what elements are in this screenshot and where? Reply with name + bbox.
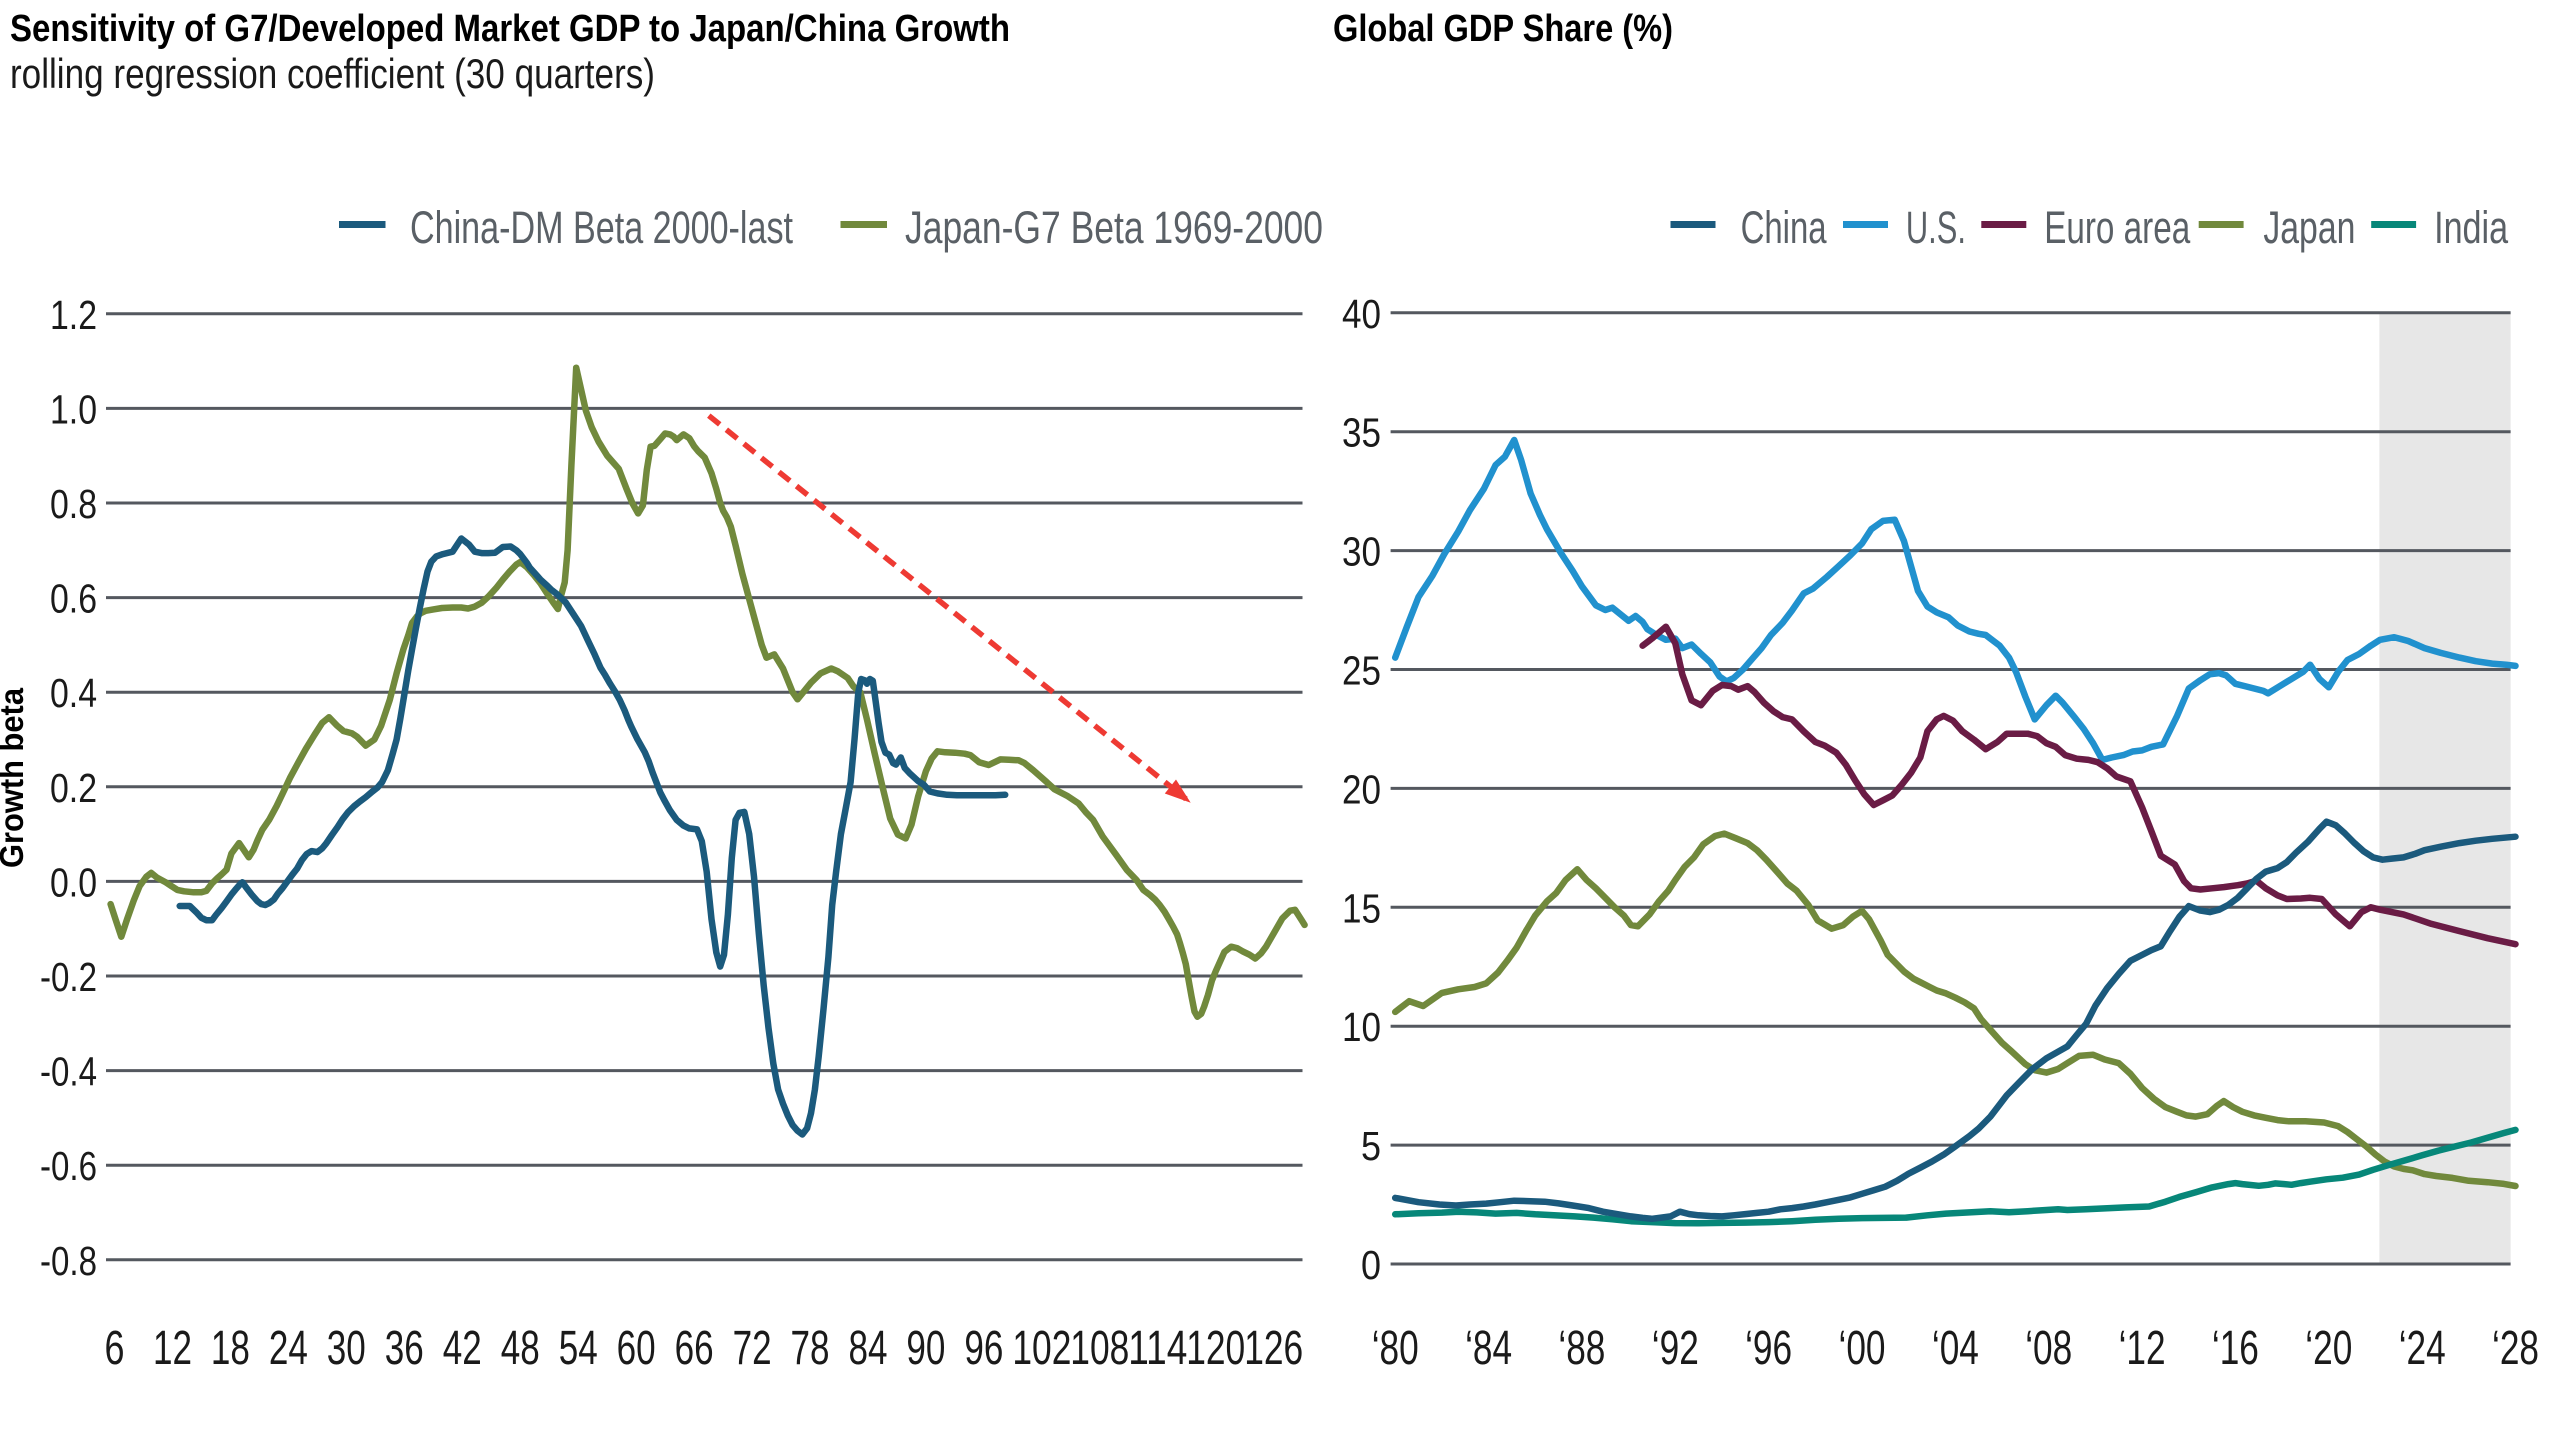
svg-text:rolling regression coefficient: rolling regression coefficient (30 quart… (10, 50, 655, 97)
svg-text:42: 42 (443, 1322, 482, 1375)
svg-text:-0.4: -0.4 (40, 1049, 97, 1095)
svg-text:0.6: 0.6 (50, 576, 97, 622)
svg-text:‘16: ‘16 (2212, 1322, 2259, 1375)
svg-text:‘12: ‘12 (2119, 1322, 2166, 1375)
svg-text:6: 6 (105, 1322, 125, 1375)
svg-text:‘84: ‘84 (1465, 1322, 1512, 1375)
svg-text:0: 0 (1361, 1242, 1381, 1288)
svg-text:108: 108 (1070, 1322, 1129, 1375)
svg-text:China-DM Beta 2000-last: China-DM Beta 2000-last (410, 202, 793, 253)
svg-text:78: 78 (791, 1322, 830, 1375)
svg-text:120: 120 (1186, 1322, 1245, 1375)
svg-text:36: 36 (385, 1322, 424, 1375)
svg-text:Global GDP Share (%): Global GDP Share (%) (1333, 8, 1673, 50)
svg-text:40: 40 (1342, 291, 1381, 337)
svg-text:‘28: ‘28 (2492, 1322, 2539, 1375)
svg-text:18: 18 (211, 1322, 250, 1375)
svg-text:84: 84 (849, 1322, 888, 1375)
svg-text:10: 10 (1342, 1004, 1381, 1050)
svg-text:1.0: 1.0 (50, 386, 97, 432)
svg-text:‘00: ‘00 (1839, 1322, 1886, 1375)
svg-text:24: 24 (269, 1322, 308, 1375)
svg-text:66: 66 (675, 1322, 714, 1375)
svg-text:102: 102 (1012, 1322, 1071, 1375)
svg-text:54: 54 (559, 1322, 598, 1375)
svg-text:114: 114 (1128, 1322, 1187, 1375)
svg-text:-0.8: -0.8 (40, 1238, 97, 1284)
svg-text:35: 35 (1342, 410, 1381, 456)
svg-text:‘88: ‘88 (1558, 1322, 1605, 1375)
svg-text:Japan: Japan (2263, 202, 2355, 253)
svg-text:20: 20 (1342, 766, 1381, 812)
svg-text:30: 30 (327, 1322, 366, 1375)
svg-text:‘08: ‘08 (2025, 1322, 2072, 1375)
svg-text:‘80: ‘80 (1372, 1322, 1419, 1375)
svg-text:90: 90 (906, 1322, 945, 1375)
svg-text:12: 12 (153, 1322, 192, 1375)
svg-text:0.4: 0.4 (50, 670, 97, 716)
svg-text:‘92: ‘92 (1652, 1322, 1699, 1375)
svg-text:0.8: 0.8 (50, 481, 97, 527)
svg-text:Japan-G7 Beta 1969-2000: Japan-G7 Beta 1969-2000 (905, 202, 1323, 253)
svg-text:48: 48 (501, 1322, 540, 1375)
svg-text:96: 96 (964, 1322, 1003, 1375)
svg-text:U.S.: U.S. (1906, 202, 1966, 253)
svg-text:1.2: 1.2 (50, 292, 97, 338)
svg-text:25: 25 (1342, 648, 1381, 694)
svg-text:‘24: ‘24 (2399, 1322, 2446, 1375)
svg-text:China: China (1741, 202, 1828, 253)
svg-text:‘20: ‘20 (2305, 1322, 2352, 1375)
svg-text:‘04: ‘04 (1932, 1322, 1979, 1375)
svg-text:Sensitivity of G7/Developed Ma: Sensitivity of G7/Developed Market GDP t… (10, 8, 1010, 50)
svg-text:15: 15 (1342, 885, 1381, 931)
svg-text:72: 72 (733, 1322, 772, 1375)
svg-text:30: 30 (1342, 529, 1381, 575)
svg-text:Euro area: Euro area (2044, 202, 2191, 253)
svg-text:Growth beta: Growth beta (0, 687, 30, 868)
svg-text:5: 5 (1361, 1123, 1381, 1169)
svg-text:0.0: 0.0 (50, 859, 97, 905)
svg-text:India: India (2434, 202, 2509, 253)
svg-text:0.2: 0.2 (50, 765, 97, 811)
svg-text:-0.2: -0.2 (40, 954, 97, 1000)
svg-text:126: 126 (1244, 1322, 1303, 1375)
svg-text:‘96: ‘96 (1745, 1322, 1792, 1375)
svg-text:-0.6: -0.6 (40, 1143, 97, 1189)
svg-text:60: 60 (617, 1322, 656, 1375)
